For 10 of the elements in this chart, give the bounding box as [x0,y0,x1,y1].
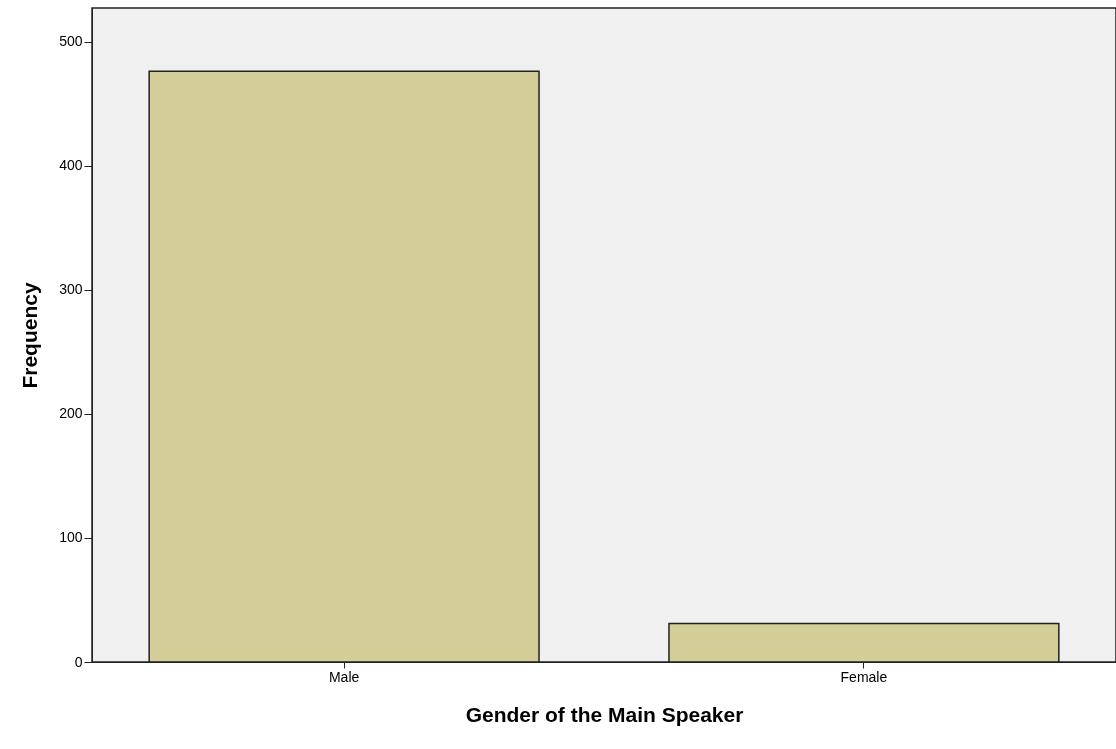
y-tick-label: 100 [59,529,83,546]
x-tick-label: Male [328,668,360,685]
x-axis-title: Gender of the Main Speaker [465,702,744,726]
y-tick-label: 300 [59,281,83,298]
y-axis-title: Frequency [18,282,42,389]
y-tick-label: 0 [74,653,83,670]
x-tick-label: Female [840,668,888,685]
y-tick-label: 400 [59,157,83,174]
y-tick-label: 500 [59,33,83,50]
y-tick-label: 200 [59,405,83,422]
